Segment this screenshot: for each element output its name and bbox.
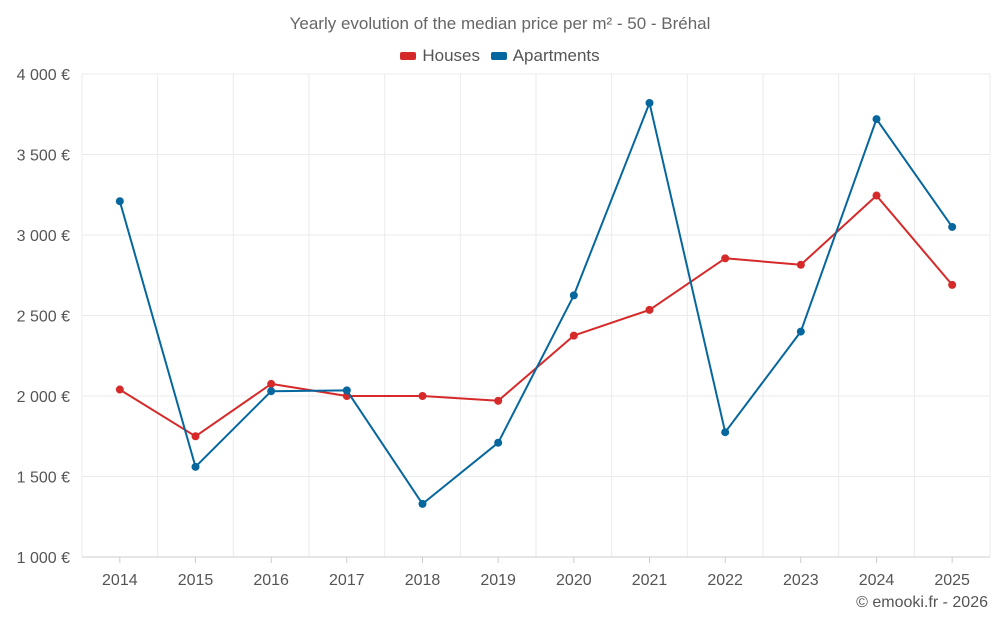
data-point-houses: [418, 392, 427, 400]
data-point-apartments: [418, 499, 427, 508]
x-tick-label: 2019: [480, 572, 516, 589]
data-point-houses: [721, 254, 730, 263]
legend-swatch-apartments: [490, 52, 507, 60]
y-tick-label: 4 000 €: [17, 67, 70, 84]
y-tick-label: 1 000 €: [17, 550, 70, 567]
x-tick-label: 2014: [102, 572, 138, 589]
legend-label-apartments: Apartments: [512, 46, 600, 65]
data-point-houses: [191, 432, 200, 441]
data-point-houses: [872, 191, 881, 200]
x-tick-label: 2020: [556, 572, 592, 589]
y-tick-label: 3 000 €: [17, 228, 70, 245]
x-tick-label: 2016: [253, 572, 289, 589]
data-point-houses: [645, 305, 654, 314]
x-tick-label: 2015: [178, 572, 214, 589]
credit-text: © emooki.fr - 2026: [856, 594, 988, 611]
data-point-apartments: [115, 197, 124, 206]
legend-item-apartments[interactable]: Apartments: [490, 46, 600, 66]
data-point-houses: [796, 260, 805, 269]
x-tick-label: 2022: [707, 572, 743, 589]
data-point-apartments: [191, 462, 200, 471]
y-tick-label: 3 500 €: [17, 148, 70, 165]
data-point-houses: [948, 280, 957, 289]
x-tick-label: 2018: [405, 572, 441, 589]
data-point-houses: [494, 396, 503, 405]
y-tick-label: 2 500 €: [17, 309, 70, 326]
x-tick-label: 2021: [632, 572, 668, 589]
legend-label-houses: Houses: [422, 46, 480, 65]
data-point-apartments: [645, 98, 654, 107]
legend-swatch-houses: [400, 52, 417, 60]
y-tick-label: 2 000 €: [17, 389, 70, 406]
legend-item-houses[interactable]: Houses: [400, 46, 480, 66]
series-line-apartments: [118, 102, 954, 505]
data-point-apartments: [569, 291, 578, 300]
data-point-apartments: [494, 438, 503, 447]
data-point-houses: [569, 331, 578, 340]
legend: Houses Apartments: [0, 45, 1000, 66]
data-point-apartments: [342, 386, 351, 395]
data-point-houses: [267, 379, 276, 388]
x-tick-label: 2024: [859, 572, 895, 589]
data-point-apartments: [267, 387, 276, 396]
data-point-apartments: [872, 115, 881, 124]
chart-title: Yearly evolution of the median price per…: [289, 14, 711, 33]
data-point-apartments: [721, 428, 730, 437]
x-tick-label: 2023: [783, 572, 819, 589]
data-point-apartments: [796, 327, 805, 336]
data-point-houses: [115, 385, 124, 394]
data-point-apartments: [948, 222, 957, 231]
x-tick-label: 2025: [934, 572, 970, 589]
x-tick-label: 2017: [329, 572, 365, 589]
y-tick-label: 1 500 €: [17, 470, 70, 487]
